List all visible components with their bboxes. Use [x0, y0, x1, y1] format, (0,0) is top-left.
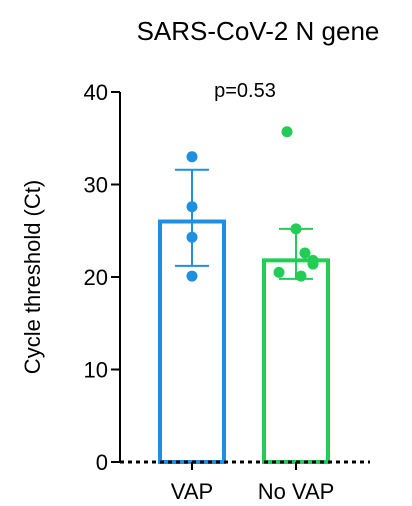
p-value-annotation: p=0.53: [214, 80, 276, 102]
bar-no-vap: [262, 258, 330, 464]
data-point: [307, 258, 319, 270]
data-point: [186, 201, 198, 213]
y-tick-label: 20: [84, 265, 108, 290]
data-point: [186, 151, 198, 163]
y-tick-label: 10: [84, 358, 108, 383]
data-point: [290, 223, 302, 235]
data-point: [281, 126, 293, 138]
data-point: [295, 270, 307, 282]
y-tick-label: 40: [84, 80, 108, 105]
x-tick-label: VAP: [171, 479, 213, 504]
chart-title: SARS-CoV-2 N gene: [137, 16, 380, 46]
data-point: [186, 270, 198, 282]
x-tick-label: No VAP: [258, 479, 335, 504]
data-point: [186, 231, 198, 243]
y-axis-label: Cycle threshold (Ct): [20, 180, 45, 374]
data-point: [273, 266, 285, 278]
data-point: [299, 247, 311, 259]
plot-area: 0 10 20 30 40 VAP No VAP: [84, 80, 370, 504]
y-tick-label: 0: [96, 450, 108, 475]
y-tick-label: 30: [84, 173, 108, 198]
